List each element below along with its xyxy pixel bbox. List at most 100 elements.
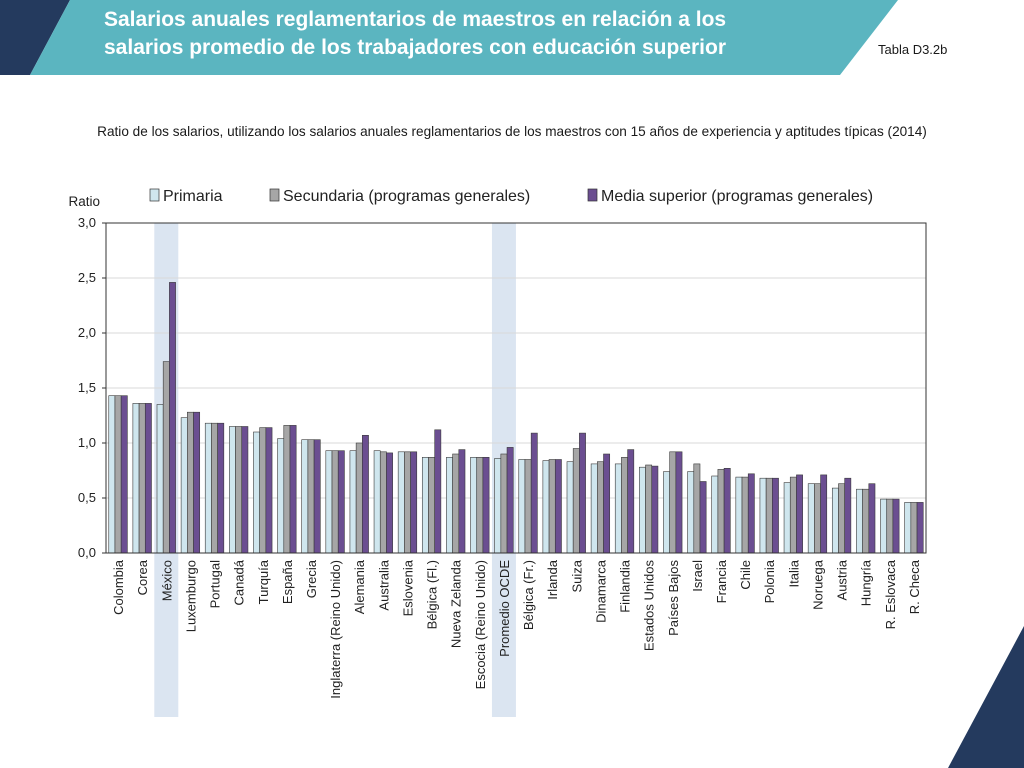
- bar: [699, 481, 707, 554]
- x-tick-label: Países Bajos: [666, 560, 681, 636]
- bar: [452, 453, 460, 554]
- bar: [349, 450, 357, 554]
- bar: [765, 477, 773, 554]
- x-tick-label: México: [159, 560, 174, 601]
- bar: [597, 461, 604, 554]
- legend-label-2: Secundaria (programas generales): [283, 188, 530, 205]
- bar: [108, 395, 116, 554]
- legend-swatch-2: [269, 188, 280, 202]
- bar: [717, 469, 725, 554]
- bar: [500, 453, 508, 554]
- bar: [397, 451, 405, 554]
- bar: [621, 456, 628, 554]
- bar: [687, 471, 695, 554]
- bar: [572, 448, 580, 554]
- bar: [144, 403, 152, 554]
- bar: [904, 502, 912, 554]
- bar: [603, 453, 611, 554]
- bar: [307, 439, 315, 554]
- bar: [892, 498, 900, 554]
- bar: [735, 476, 743, 554]
- bar: [783, 482, 791, 554]
- x-tick-label: Alemania: [352, 559, 367, 614]
- bar: [886, 498, 894, 554]
- bar: [627, 449, 635, 554]
- bar: [355, 442, 363, 554]
- corner-navy-decoration: [948, 626, 1024, 768]
- bar: [831, 487, 839, 554]
- bar: [482, 456, 490, 554]
- bar: [789, 476, 797, 554]
- x-tick-label: Bélgica (Fl.): [425, 560, 440, 629]
- bar: [259, 427, 267, 554]
- bar: [844, 477, 852, 554]
- x-tick-label: R. Eslovaca: [883, 559, 898, 629]
- x-tick-label: Escocia (Reino Unido): [473, 560, 488, 689]
- bar: [470, 456, 478, 554]
- x-tick-label: Turquía: [256, 559, 271, 604]
- bar: [518, 459, 526, 554]
- x-tick-label: Corea: [135, 559, 150, 595]
- bar: [554, 459, 562, 554]
- bar: [373, 450, 381, 554]
- bar: [759, 477, 767, 554]
- bar: [693, 463, 701, 554]
- bar: [663, 471, 670, 554]
- legend-label-3: Media superior (programas generales): [601, 188, 873, 205]
- bar: [880, 498, 888, 554]
- bar: [253, 431, 260, 554]
- x-tick-label: Italia: [786, 559, 801, 587]
- x-tick-label: Australia: [376, 559, 391, 610]
- bar: [289, 425, 297, 554]
- bar: [379, 451, 387, 554]
- bar: [211, 422, 218, 554]
- x-tick-label: Noruega: [810, 559, 825, 610]
- bar: [241, 426, 249, 554]
- bar: [217, 422, 225, 554]
- x-tick-label: Hungría: [859, 559, 874, 606]
- y-tick-label: 2,0: [78, 325, 96, 340]
- bar: [138, 403, 146, 554]
- bar: [404, 451, 411, 554]
- bar: [741, 476, 749, 554]
- y-tick-label: 1,0: [78, 435, 96, 450]
- x-tick-label: Irlanda: [545, 559, 560, 600]
- bar: [180, 417, 188, 554]
- bar: [639, 466, 646, 554]
- x-tick-label: Israel: [690, 560, 705, 592]
- bar: [421, 456, 429, 554]
- bar: [277, 438, 285, 554]
- bar: [132, 403, 140, 554]
- bar: [162, 361, 170, 554]
- plot-area-frame: [105, 222, 927, 554]
- bar: [669, 451, 677, 554]
- bar: [868, 483, 876, 554]
- bar: [337, 450, 345, 554]
- bar: [386, 452, 393, 554]
- bar: [114, 395, 122, 554]
- bar: [645, 464, 653, 554]
- x-tick-label: Austria: [835, 559, 850, 600]
- bar: [325, 450, 333, 554]
- x-tick-label: Chile: [738, 560, 753, 590]
- bar: [590, 463, 598, 554]
- bar: [458, 449, 466, 554]
- y-tick-label: 2,5: [78, 270, 96, 285]
- y-tick-label: 1,5: [78, 380, 96, 395]
- bar: [494, 458, 502, 554]
- header-navy-block: [0, 0, 70, 75]
- bar: [856, 488, 863, 554]
- page-title-line-2: salarios promedio de los trabajadores co…: [104, 36, 727, 59]
- x-tick-label: Bélgica (Fr.): [521, 560, 536, 630]
- bar: [193, 411, 201, 554]
- bar: [747, 473, 755, 554]
- bar: [723, 467, 731, 554]
- bar: [265, 427, 273, 554]
- y-tick-label: 0,5: [78, 490, 96, 505]
- bar: [476, 456, 484, 554]
- bar: [524, 459, 532, 554]
- bar: [910, 502, 918, 554]
- chart-subtitle: Ratio de los salarios, utilizando los sa…: [97, 124, 927, 139]
